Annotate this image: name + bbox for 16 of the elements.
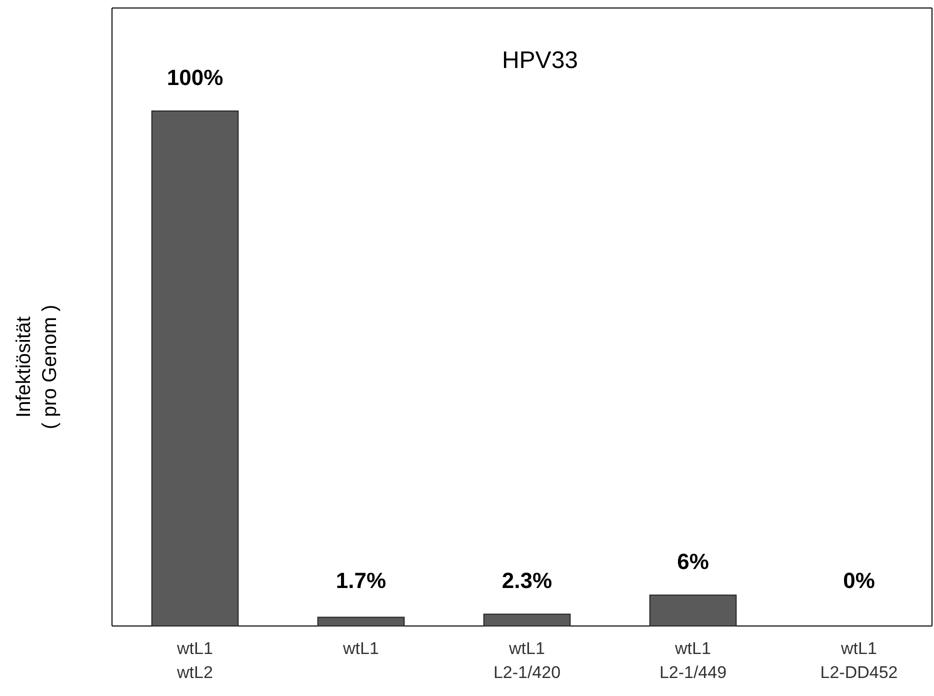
data-label: 100% bbox=[166, 65, 224, 90]
x-tick-label: wtL1 L2-1/420 bbox=[493, 639, 561, 682]
x-tick-label: wtL1 L2-1/449 bbox=[659, 639, 727, 682]
bar bbox=[483, 614, 571, 626]
bar bbox=[649, 594, 737, 626]
data-label: 2.3% bbox=[502, 568, 552, 593]
x-tick-label: wtL1 L2-DD452 bbox=[820, 639, 898, 682]
bar bbox=[151, 110, 239, 626]
y-axis-title: Infektiösität ( pro Genom ) bbox=[13, 304, 61, 430]
x-tick-label: wtL1 wtL2 bbox=[176, 639, 213, 682]
data-label: 6% bbox=[677, 549, 709, 574]
x-tick-label: wtL1 bbox=[342, 639, 379, 658]
data-label: 1.7% bbox=[336, 568, 386, 593]
bar bbox=[317, 616, 405, 626]
text: HPV33 bbox=[502, 47, 578, 74]
data-label: 0% bbox=[843, 568, 875, 593]
